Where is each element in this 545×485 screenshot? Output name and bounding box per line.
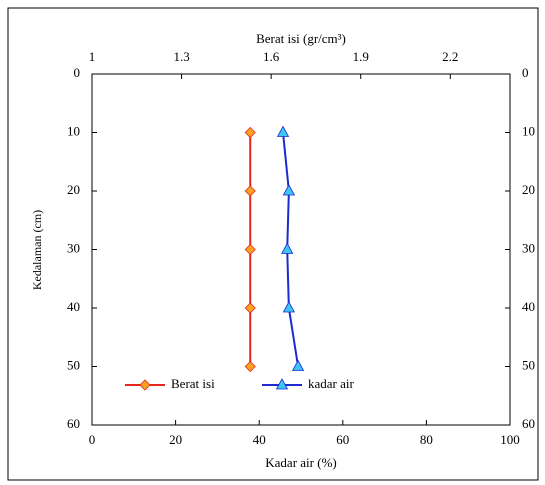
x2-tick-label: 2.2: [442, 49, 458, 64]
y2-tick-label: 50: [522, 357, 535, 372]
x2-tick-label: 1: [89, 49, 96, 64]
data-point: [282, 184, 296, 196]
plot-area: [91, 73, 511, 426]
x-tick-label: 100: [500, 432, 520, 447]
data-point: [282, 301, 296, 313]
x-tick-label: 20: [169, 432, 182, 447]
x-tick-label: 0: [89, 432, 96, 447]
x2-tick-label: 1.6: [263, 49, 280, 64]
data-point: [244, 302, 256, 314]
frame: [7, 7, 539, 481]
x-tick-label: 60: [336, 432, 349, 447]
y2-tick-label: 0: [522, 65, 529, 80]
legend-marker: [275, 378, 289, 390]
data-point: [244, 360, 256, 373]
y-tick-label: 50: [67, 357, 80, 372]
data-point: [276, 125, 290, 137]
x2-tick-label: 1.9: [353, 49, 369, 64]
data-point: [244, 185, 256, 197]
x-tick-label: 80: [420, 432, 433, 447]
data-point: [281, 242, 294, 254]
y-tick-label: 60: [67, 416, 80, 431]
y-tick-label: 30: [67, 240, 80, 255]
y2-tick-label: 40: [522, 299, 535, 314]
legend-label: Berat isi: [171, 376, 215, 391]
y-tick-label: 0: [74, 65, 81, 80]
y-tick-label: 10: [67, 123, 80, 138]
y-tick-label: 20: [67, 182, 80, 197]
data-point: [291, 359, 305, 371]
x-tick-label: 40: [253, 432, 266, 447]
legend-marker: [139, 379, 151, 391]
y-axis-title: Kedalaman (cm): [30, 210, 44, 290]
x2-tick-label: 1.3: [173, 49, 189, 64]
y-tick-label: 40: [67, 299, 80, 314]
legend-label: kadar air: [308, 376, 355, 391]
bottom-axis-title: Kadar air (%): [265, 455, 336, 470]
data-point: [244, 126, 256, 139]
y2-tick-label: 10: [522, 123, 535, 138]
y2-tick-label: 20: [522, 182, 535, 197]
top-axis-title: Berat isi (gr/cm³): [256, 31, 346, 46]
y2-tick-label: 60: [522, 416, 535, 431]
y2-tick-label: 30: [522, 240, 535, 255]
data-point: [244, 243, 256, 256]
